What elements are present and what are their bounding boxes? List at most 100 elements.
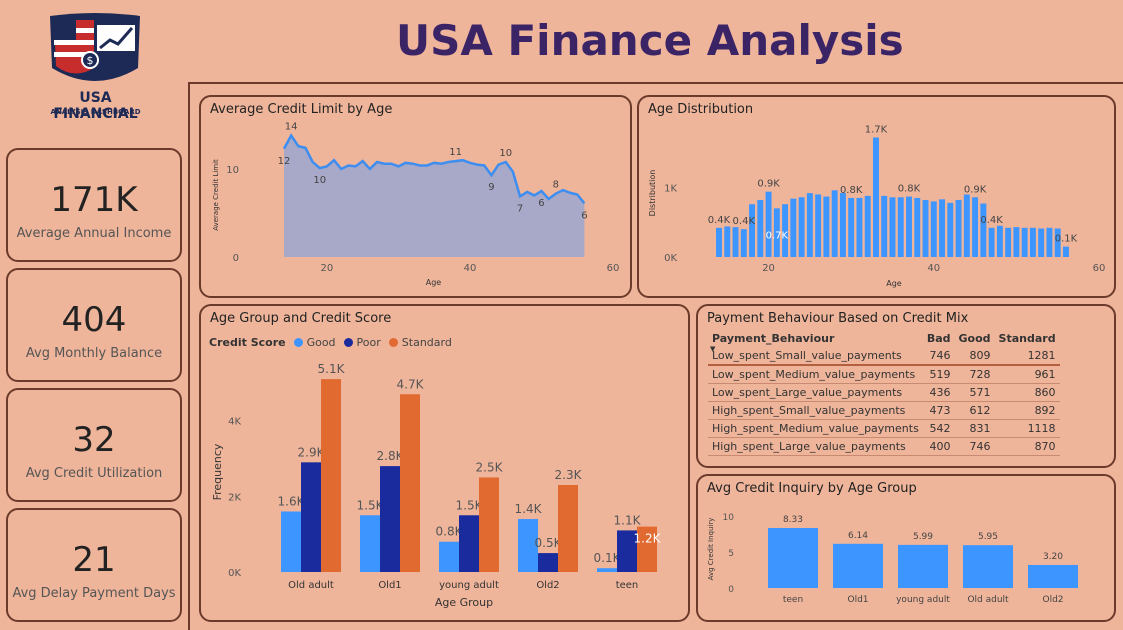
value-cell: 612 — [954, 401, 995, 420]
bar — [947, 202, 954, 257]
x-tick-label: 20 — [321, 263, 334, 274]
row-label-cell: High_spent_Large_value_payments — [708, 437, 923, 456]
value-cell: 1118 — [994, 419, 1060, 438]
data-label: 10 — [499, 148, 512, 159]
data-label: 0.8K — [840, 185, 863, 196]
sort-arrow-icon[interactable]: ▼ — [710, 345, 716, 353]
panel-payment-behaviour[interactable] — [696, 304, 1116, 468]
bar — [864, 195, 871, 257]
y-tick-label: 0 — [233, 253, 239, 264]
x-tick-label: teen — [616, 580, 639, 591]
value-cell: 831 — [954, 419, 995, 438]
table-row[interactable]: Low_spent_Medium_value_payments 519 728 961 — [708, 365, 1060, 384]
bar — [740, 229, 747, 257]
data-label: 0.7K — [766, 230, 789, 241]
x-tick-label: young adult — [439, 580, 499, 591]
table-row[interactable]: Low_spent_Small_value_payments 746 809 1281 — [708, 347, 1060, 366]
bar — [716, 227, 722, 257]
x-tick-label: 40 — [464, 263, 477, 274]
x-tick-label: 60 — [607, 263, 620, 274]
bar-poor — [301, 462, 321, 572]
panel-age-distribution[interactable] — [637, 95, 1116, 298]
x-axis-label: Age — [886, 279, 902, 288]
bar-good — [518, 519, 538, 572]
data-label: 6 — [581, 210, 587, 221]
column-header[interactable]: Payment_Behaviour — [712, 332, 835, 345]
bar — [798, 197, 805, 257]
kpi-value: 32 — [72, 420, 116, 460]
row-label-cell: High_spent_Small_value_payments — [708, 401, 923, 420]
data-label: 1.2K — [634, 532, 662, 546]
value-cell: 1281 — [994, 347, 1060, 366]
bar — [1013, 227, 1020, 257]
bar — [1062, 246, 1069, 257]
value-cell: 728 — [954, 365, 995, 384]
bar — [889, 197, 896, 257]
data-label: 11 — [449, 147, 462, 158]
y-tick-label: 2K — [228, 492, 241, 503]
bar-standard — [558, 485, 578, 572]
bar — [897, 197, 904, 257]
data-label: 2.9K — [298, 445, 326, 459]
header-divider — [190, 82, 1123, 84]
bar — [1046, 227, 1053, 257]
sidebar-divider — [188, 82, 190, 630]
x-tick-label: Old adult — [967, 595, 1009, 605]
y-tick-label: 10 — [226, 165, 239, 176]
legend-poor-label: Poor — [356, 336, 381, 349]
panel-credit-limit[interactable] — [199, 95, 632, 298]
row-label-cell: High_spent_Medium_value_payments — [708, 419, 923, 438]
bar — [757, 200, 764, 257]
data-label: 0.4K — [980, 215, 1003, 226]
data-label: 12 — [278, 156, 291, 167]
kpi-card-monthly-balance: 404 Avg Monthly Balance — [6, 268, 182, 382]
data-label: 0.8K — [898, 184, 921, 195]
kpi-label: Average Annual Income — [16, 226, 172, 241]
column-header[interactable]: Bad — [926, 332, 951, 345]
age-distribution-bar-chart: 0.4K 0.4K0.9K0.7K0.8K1.7K0.8K 0.9K0.4K0.1K… — [648, 125, 1105, 288]
credit-score-bar-chart: 1.6K 2.9K 5.1K Old adult 1.5K 2.8K 4.7K Old1 0.8… — [211, 362, 662, 609]
panel-credit-inquiry[interactable] — [696, 474, 1116, 622]
value-cell: 400 — [922, 437, 955, 456]
bar — [1021, 227, 1028, 257]
data-label: 1.1K — [614, 513, 642, 527]
y-tick-label: 1K — [664, 184, 677, 195]
data-label: 0.9K — [757, 179, 780, 190]
bar — [724, 226, 731, 257]
bar-good — [281, 511, 301, 572]
panel-credit-score[interactable] — [199, 304, 690, 622]
logo-text: USA FINANCIAL — [53, 90, 138, 122]
bar — [906, 196, 912, 257]
value-cell: 809 — [954, 347, 995, 366]
table-row[interactable]: High_spent_Medium_value_payments 542 831 11… — [708, 419, 1060, 438]
bar — [773, 208, 780, 257]
bar — [806, 193, 813, 257]
x-tick-label: 20 — [762, 263, 775, 274]
bar — [955, 200, 962, 257]
data-label: 2.5K — [476, 460, 504, 474]
panel-title-credit-inquiry: Avg Credit Inquiry by Age Group — [707, 481, 917, 496]
panel-title-credit-score: Age Group and Credit Score — [210, 311, 392, 326]
data-label: 10 — [313, 175, 326, 186]
bar — [963, 545, 1013, 588]
legend-good-swatch — [293, 338, 303, 347]
x-tick-label: Old adult — [288, 580, 334, 591]
bar — [815, 194, 822, 257]
table-row[interactable]: Low_spent_Large_value_payments 436 571 860 — [708, 383, 1060, 402]
y-tick-label: 0K — [228, 568, 241, 579]
bar — [765, 191, 772, 257]
y-axis-label: Distribution — [648, 170, 657, 217]
svg-text:$: $ — [87, 54, 94, 67]
column-header[interactable]: Standard — [998, 332, 1056, 345]
bar-poor — [380, 466, 400, 572]
table-row[interactable]: High_spent_Large_value_payments 400 746 870 — [708, 437, 1060, 456]
column-header[interactable]: Good — [958, 332, 991, 345]
data-label: 0.9K — [964, 184, 987, 195]
logo: $ USA FINANCIAL ANALYSIS DASHBOARD — [38, 8, 153, 122]
panel-title-age-distribution: Age Distribution — [648, 102, 754, 117]
x-axis-label: Age — [426, 278, 442, 287]
data-label: 6 — [538, 198, 544, 209]
table-row[interactable]: High_spent_Small_value_payments 473 612 892 — [708, 401, 1060, 420]
data-label: 1.6K — [278, 494, 306, 508]
